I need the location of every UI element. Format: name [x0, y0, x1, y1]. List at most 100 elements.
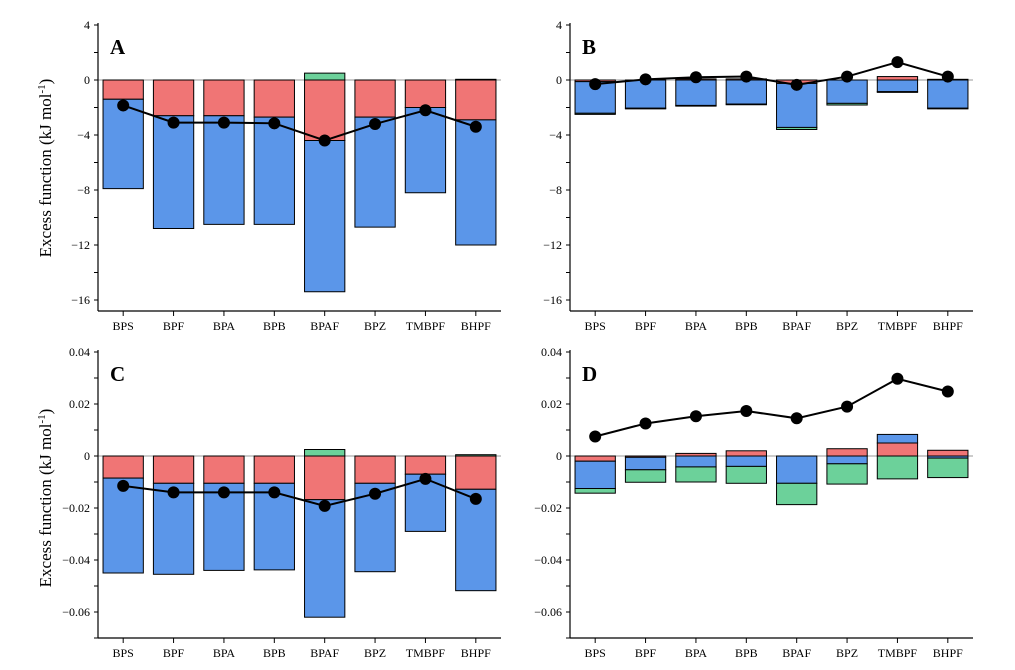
- x-tick-label-tmbpf: TMBPF: [878, 646, 918, 660]
- x-tick-label-bhpf: BHPF: [461, 646, 491, 660]
- line-point-c-bpa: [217, 486, 230, 499]
- bar-b-bhpf-blue: [927, 79, 969, 109]
- bar-a-bpb-red: [253, 79, 295, 118]
- line-point-c-bpz: [369, 487, 382, 500]
- y-tick-label: −8: [549, 183, 562, 197]
- bar-b-tmbpf-green: [876, 91, 919, 93]
- bar-d-bpz-green: [826, 463, 868, 485]
- bar-b-bpz-blue: [826, 79, 868, 104]
- panel-a: 4 0 −4 −8 −12 −16 BPS BPF BPA BPB BPAF BPZ TMBPF BHPF…: [71, 18, 501, 333]
- bar-c-bpaf-red: [304, 455, 346, 501]
- y-tick-label: 0.02: [69, 397, 90, 411]
- x-tick-label-bps: BPS: [585, 646, 606, 660]
- line-point-d-bpa: [689, 410, 702, 423]
- bar-d-bps-red: [574, 455, 616, 462]
- x-tick-label-bpaf: BPAF: [782, 319, 811, 333]
- bar-c-bps-blue: [102, 477, 144, 574]
- y-tick-label: −16: [71, 293, 90, 307]
- bar-b-bpb-green: [725, 103, 767, 106]
- y-tick-label: 0: [556, 73, 562, 87]
- y-tick-label: 0.02: [541, 397, 562, 411]
- bar-c-bhpf-green: [455, 454, 497, 457]
- line-series-c: [123, 477, 477, 507]
- x-tick-label-bpaf: BPAF: [310, 646, 339, 660]
- x-tick-label-bpa: BPA: [685, 319, 708, 333]
- bar-c-bps-red: [102, 455, 144, 479]
- bar-c-bpf-blue: [152, 482, 195, 575]
- bar-b-bpaf-green: [776, 126, 818, 130]
- y-tick-label: −0.02: [534, 501, 562, 515]
- line-point-b-bhpf: [941, 70, 954, 83]
- bar-d-bps-blue: [574, 460, 616, 490]
- y-tick-label: 0: [84, 449, 90, 463]
- bar-a-bpa-blue: [203, 115, 245, 225]
- bar-a-bpaf-blue: [304, 140, 346, 293]
- line-point-b-tmbpf: [891, 56, 904, 69]
- bar-b-bpa-blue: [675, 79, 717, 106]
- bar-b-bpa-green: [675, 104, 717, 107]
- y-tick-label: −0.04: [62, 553, 90, 567]
- x-tick-label-bpa: BPA: [213, 646, 236, 660]
- x-tick-label-tmbpf: TMBPF: [878, 319, 918, 333]
- line-point-c-bps: [117, 479, 130, 492]
- y-tick-label: 4: [84, 18, 90, 32]
- line-point-d-bpaf: [790, 412, 803, 425]
- bar-d-bpaf-green: [776, 482, 818, 506]
- x-tick-label-bpa: BPA: [213, 319, 236, 333]
- y-tick-label: −0.02: [62, 501, 90, 515]
- bar-d-bpa-green: [675, 466, 717, 483]
- bar-c-bhpf-blue: [455, 488, 497, 592]
- line-point-a-bhpf: [469, 120, 482, 133]
- bar-d-tmbpf-red: [876, 442, 919, 457]
- line-point-c-tmbpf: [419, 472, 432, 485]
- panel-b: 4 0 −4 −8 −12 −16 BPS BPF BPA BPB BPAF BPZ TMBPF BHPF…: [543, 18, 973, 333]
- bar-a-bps-blue: [102, 98, 144, 190]
- bar-a-tmbpf-blue: [404, 107, 447, 194]
- panel-label-b: B: [582, 35, 596, 59]
- bar-d-bhpf-green: [927, 457, 969, 479]
- x-tick-label-bpz: BPZ: [364, 319, 386, 333]
- x-tick-label-bpz: BPZ: [836, 319, 858, 333]
- y-axis-label-bottom: Excess function (kJ mol-1): [36, 409, 55, 588]
- x-tick-label-bpb: BPB: [263, 319, 286, 333]
- line-point-c-bpaf: [318, 499, 331, 512]
- x-tick-label-bhpf: BHPF: [933, 646, 963, 660]
- bar-a-bpa-red: [203, 79, 245, 117]
- line-point-a-bpz: [369, 118, 382, 130]
- bar-a-bps-red: [102, 79, 144, 100]
- bar-c-bpz-red: [354, 455, 396, 484]
- y-tick-label: −4: [77, 128, 90, 142]
- y-tick-label: −0.06: [534, 605, 562, 619]
- line-point-a-tmbpf: [419, 104, 432, 117]
- y-tick-label: −4: [549, 128, 562, 142]
- x-tick-label-bpb: BPB: [263, 646, 286, 660]
- y-tick-label: −16: [543, 293, 562, 307]
- y-tick-label: −12: [71, 238, 90, 252]
- line-point-b-bpf: [639, 73, 652, 86]
- y-tick-label: −8: [77, 183, 90, 197]
- bar-c-bhpf-red: [455, 455, 497, 490]
- bar-c-tmbpf-red: [404, 455, 447, 475]
- bar-d-bpf-green: [624, 469, 667, 483]
- bar-b-tmbpf-blue: [876, 79, 919, 93]
- line-point-b-bpb: [740, 70, 753, 83]
- bar-d-bpb-green: [725, 465, 767, 484]
- y-tick-label: −0.04: [534, 553, 562, 567]
- x-tick-label-bhpf: BHPF: [933, 319, 963, 333]
- line-point-d-tmbpf: [891, 372, 904, 385]
- y-tick-label: 0.04: [541, 345, 562, 359]
- bar-b-tmbpf-red: [876, 76, 919, 81]
- bar-d-bpa-blue: [675, 455, 717, 468]
- x-tick-label-bps: BPS: [113, 319, 134, 333]
- line-point-d-bhpf: [941, 385, 954, 398]
- line-series-a: [122, 104, 477, 142]
- line-point-a-bpf: [167, 116, 180, 129]
- line-point-c-bhpf: [469, 492, 482, 505]
- x-tick-label-bpf: BPF: [635, 319, 657, 333]
- panel-label-a: A: [110, 35, 126, 59]
- line-point-b-bpz: [841, 70, 854, 83]
- bar-a-bpaf-red: [304, 79, 346, 141]
- line-point-a-bpaf: [318, 134, 331, 147]
- bar-d-bpb-blue: [725, 455, 767, 467]
- x-tick-label-bps: BPS: [113, 646, 134, 660]
